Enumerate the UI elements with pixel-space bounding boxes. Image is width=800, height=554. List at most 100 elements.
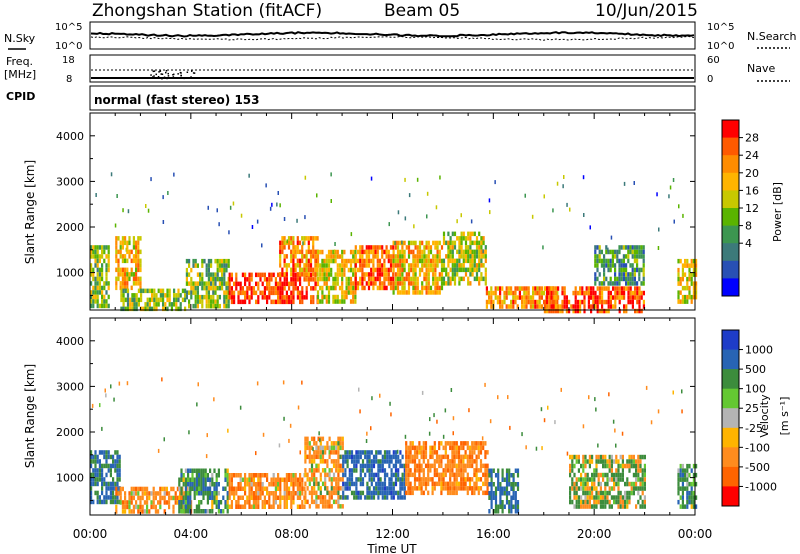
velocity-cell xyxy=(124,495,127,501)
power-cell xyxy=(354,294,357,300)
velocity-cell xyxy=(451,454,454,460)
velocity-cell xyxy=(370,468,373,473)
velocity-cell xyxy=(405,490,408,496)
power-cell xyxy=(126,240,129,246)
power-cell xyxy=(288,281,291,287)
velocity-cell xyxy=(330,486,333,491)
velocity-cell xyxy=(457,472,461,478)
power-cell xyxy=(235,272,238,278)
power-cell xyxy=(157,288,160,294)
power-scatter-cell xyxy=(302,241,304,246)
velocity-cell xyxy=(259,482,262,487)
power-cell xyxy=(490,290,493,296)
power-cell xyxy=(478,249,481,255)
power-cell xyxy=(631,263,634,268)
velocity-cell xyxy=(98,472,101,478)
velocity-scatter-cell xyxy=(301,380,303,385)
velocity-cell xyxy=(341,504,344,509)
power-cell xyxy=(458,249,461,255)
velocity-cell xyxy=(146,504,149,510)
velocity-cell xyxy=(244,486,247,491)
velocity-cell xyxy=(621,499,624,505)
power-cell xyxy=(120,306,123,312)
power-cell xyxy=(354,249,357,255)
power-cell xyxy=(153,306,156,312)
velocity-cell xyxy=(407,450,410,455)
power-cell xyxy=(614,290,617,296)
velocity-cell xyxy=(241,495,244,500)
power-cell xyxy=(547,290,550,296)
power-cell xyxy=(677,267,680,273)
power-cell xyxy=(279,286,282,291)
velocity-cell xyxy=(643,481,646,487)
velocity-cell xyxy=(628,468,631,473)
power-cell xyxy=(285,290,288,296)
power-cell xyxy=(354,245,357,250)
velocity-cell xyxy=(244,477,247,482)
velocity-cell xyxy=(272,491,275,496)
velocity-cell xyxy=(462,441,465,446)
power-cell xyxy=(629,249,632,255)
velocity-cell xyxy=(438,441,441,446)
velocity-cell xyxy=(643,495,646,500)
power-cell xyxy=(126,272,129,277)
power-cell xyxy=(469,281,472,286)
power-cell xyxy=(323,267,326,273)
velocity-cell xyxy=(684,486,687,491)
velocity-cell xyxy=(473,490,476,496)
velocity-cell xyxy=(473,472,476,478)
power-cell xyxy=(421,267,424,273)
velocity-cell xyxy=(440,441,443,446)
power-cell xyxy=(277,299,280,305)
power-cell xyxy=(585,290,588,296)
power-cell xyxy=(239,286,242,291)
power-cell xyxy=(372,272,375,277)
velocity-cell xyxy=(440,477,443,482)
power-cell xyxy=(349,249,353,255)
power-cell xyxy=(603,258,606,264)
power-cell xyxy=(594,304,597,309)
power-cell xyxy=(281,236,284,241)
velocity-cell xyxy=(290,491,293,496)
velocity-cell xyxy=(346,463,349,469)
velocity-cell xyxy=(416,468,419,473)
velocity-cell xyxy=(115,509,118,514)
power-cell xyxy=(126,293,130,298)
power-cell xyxy=(636,299,639,305)
power-cell xyxy=(416,254,419,259)
power-cell xyxy=(330,285,333,291)
velocity-cell xyxy=(477,445,480,451)
velocity-cell xyxy=(409,481,412,487)
velocity-cell xyxy=(370,495,373,500)
power-cell xyxy=(164,302,167,307)
power-cell xyxy=(135,272,138,277)
velocity-cell xyxy=(103,463,106,469)
power-cell xyxy=(301,272,304,277)
power-cell xyxy=(616,276,619,282)
velocity-cell xyxy=(337,495,340,500)
power-cell xyxy=(96,285,99,291)
power-cell xyxy=(212,276,215,282)
velocity-cell xyxy=(337,463,340,469)
power-cell xyxy=(92,245,95,250)
velocity-cell xyxy=(301,500,304,505)
power-cell xyxy=(642,299,645,305)
nave-label: Nave xyxy=(747,62,775,75)
velocity-cell xyxy=(394,450,398,455)
power-cell xyxy=(316,254,320,259)
power-scatter-cell xyxy=(162,220,165,224)
power-cell xyxy=(471,254,474,259)
power-cell xyxy=(640,308,643,314)
freq-tick-bottom: 8 xyxy=(66,74,72,85)
power-cell xyxy=(201,258,204,264)
power-cell xyxy=(98,272,101,277)
power-cell xyxy=(296,295,299,300)
velocity-cell xyxy=(328,445,331,451)
power-scatter-cell xyxy=(286,239,288,244)
velocity-cell xyxy=(335,450,338,455)
velocity-cell xyxy=(257,500,260,505)
velocity-cell xyxy=(353,459,356,464)
velocity-cell xyxy=(488,491,491,496)
velocity-cell xyxy=(193,491,196,496)
power-cell xyxy=(451,240,454,246)
